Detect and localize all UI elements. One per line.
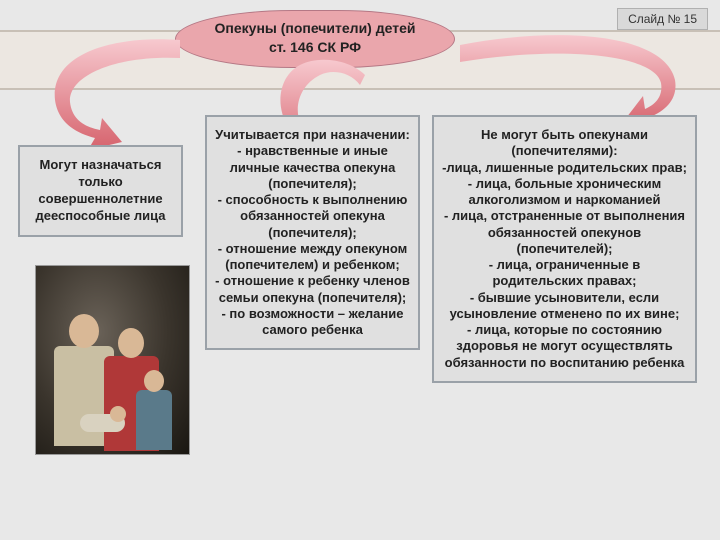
box-prohibited: Не могут быть опекунами (попечителями): … (432, 115, 697, 383)
title-line-2: ст. 146 СК РФ (269, 39, 361, 55)
box-criteria-text: Учитывается при назначении: - нравственн… (215, 127, 410, 337)
box-criteria: Учитывается при назначении: - нравственн… (205, 115, 420, 350)
title-line-1: Опекуны (попечители) детей (215, 20, 416, 36)
photo-child (136, 364, 172, 454)
arrow-left (30, 30, 200, 155)
photo-baby (80, 404, 130, 434)
box-prohibited-text: Не могут быть опекунами (попечителями): … (442, 127, 687, 370)
box-eligible: Могут назначаться только совершеннолетни… (18, 145, 183, 237)
family-photo (35, 265, 190, 455)
box-eligible-text: Могут назначаться только совершеннолетни… (35, 157, 165, 223)
